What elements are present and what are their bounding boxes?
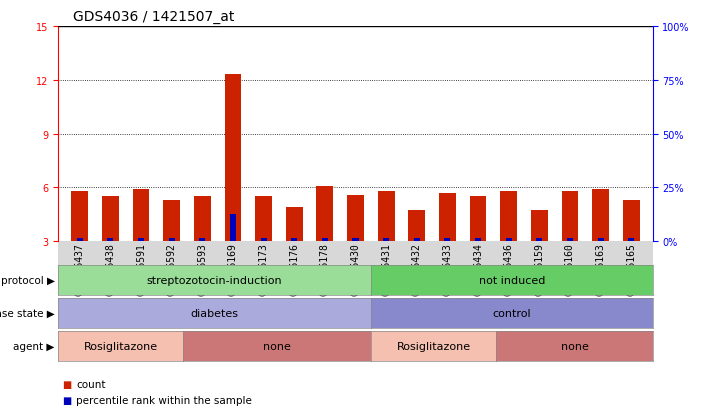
Text: agent ▶: agent ▶ (14, 342, 55, 351)
Bar (199, 239, 205, 242)
Bar (439, 193, 456, 242)
Bar (597, 238, 604, 242)
Bar (383, 239, 389, 242)
Bar (138, 238, 144, 242)
Bar (531, 210, 547, 242)
Bar (107, 239, 114, 242)
Bar (322, 238, 328, 242)
Bar (71, 192, 88, 242)
Text: percentile rank within the sample: percentile rank within the sample (76, 395, 252, 405)
Text: Rosiglitazone: Rosiglitazone (397, 342, 471, 351)
Bar (353, 238, 358, 242)
Bar (260, 239, 267, 242)
Bar (444, 238, 451, 242)
Bar (169, 239, 175, 242)
Bar (592, 190, 609, 242)
Bar (470, 197, 486, 242)
Bar (475, 239, 481, 242)
Bar (378, 192, 395, 242)
Bar (347, 195, 364, 242)
Bar (408, 210, 425, 242)
Bar (292, 239, 297, 242)
Bar (132, 190, 149, 242)
Bar (316, 186, 333, 242)
Bar (414, 239, 419, 242)
Bar (225, 75, 241, 242)
Bar (629, 239, 634, 242)
Bar (501, 192, 517, 242)
Text: streptozotocin-induction: streptozotocin-induction (147, 275, 282, 285)
Text: none: none (263, 342, 292, 351)
Bar (506, 238, 512, 242)
Bar (77, 239, 82, 242)
Text: GDS4036 / 1421507_at: GDS4036 / 1421507_at (73, 10, 234, 24)
Text: ■: ■ (62, 395, 71, 405)
Text: not induced: not induced (479, 275, 545, 285)
Bar (562, 192, 579, 242)
Bar (536, 239, 542, 242)
Bar (623, 200, 640, 242)
Bar (255, 197, 272, 242)
Bar (164, 200, 180, 242)
Text: none: none (560, 342, 589, 351)
Text: diabetes: diabetes (191, 309, 239, 318)
Text: control: control (493, 309, 531, 318)
Bar (230, 215, 236, 242)
Text: count: count (76, 379, 105, 389)
Bar (286, 208, 303, 242)
Text: ■: ■ (62, 379, 71, 389)
Text: disease state ▶: disease state ▶ (0, 309, 55, 318)
Text: Rosiglitazone: Rosiglitazone (84, 342, 158, 351)
Bar (102, 197, 119, 242)
Bar (194, 197, 210, 242)
Bar (567, 238, 573, 242)
Text: protocol ▶: protocol ▶ (1, 275, 55, 285)
